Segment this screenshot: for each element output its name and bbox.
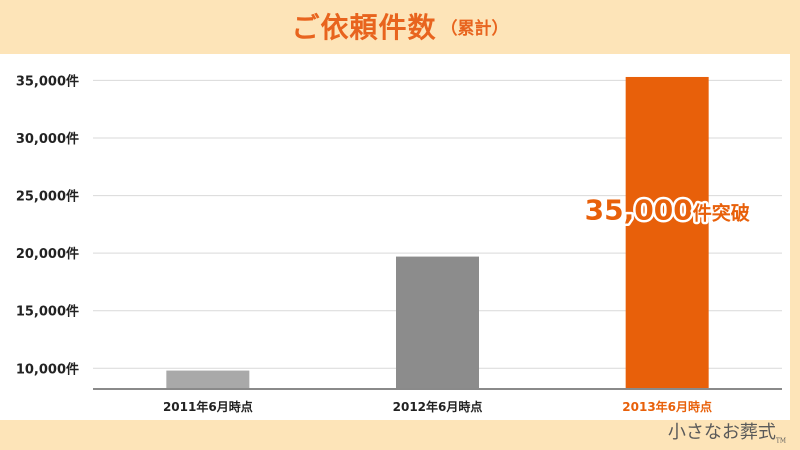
y-tick-label: 25,000件 xyxy=(16,189,79,205)
bar xyxy=(396,256,479,389)
x-tick-label: 2013年6月時点 xyxy=(622,399,712,414)
brand-logo: 小さなお葬式TM xyxy=(668,418,786,445)
annotation-number: 35,000 xyxy=(585,194,693,227)
plot-panel: 10,000件 15,000件 20,000件 25,000件 30,000件 35,00… xyxy=(0,54,790,420)
title-bar: ご依頼件数 （累計） xyxy=(0,0,800,52)
chart-title: ご依頼件数 xyxy=(291,11,437,44)
chart-subtitle: （累計） xyxy=(440,18,509,39)
bar xyxy=(166,370,250,389)
y-tick-label: 15,000件 xyxy=(16,304,79,320)
y-tick-label: 30,000件 xyxy=(16,131,79,147)
y-tick-label: 10,000件 xyxy=(16,361,79,377)
bar-chart: 10,000件 15,000件 20,000件 25,000件 30,000件 35,00… xyxy=(16,73,782,414)
brand-logo-tm: TM xyxy=(775,438,786,445)
bar xyxy=(625,76,709,389)
y-tick-label: 20,000件 xyxy=(16,246,79,262)
annotation-label: 35,000件突破 xyxy=(585,194,750,227)
x-tick-label: 2012年6月時点 xyxy=(393,399,483,414)
brand-logo-text: 小さなお葬式 xyxy=(667,422,776,444)
x-tick-label: 2011年6月時点 xyxy=(163,399,253,414)
y-tick-label: 35,000件 xyxy=(16,73,79,89)
annotation-text: 件突破 xyxy=(693,202,750,225)
